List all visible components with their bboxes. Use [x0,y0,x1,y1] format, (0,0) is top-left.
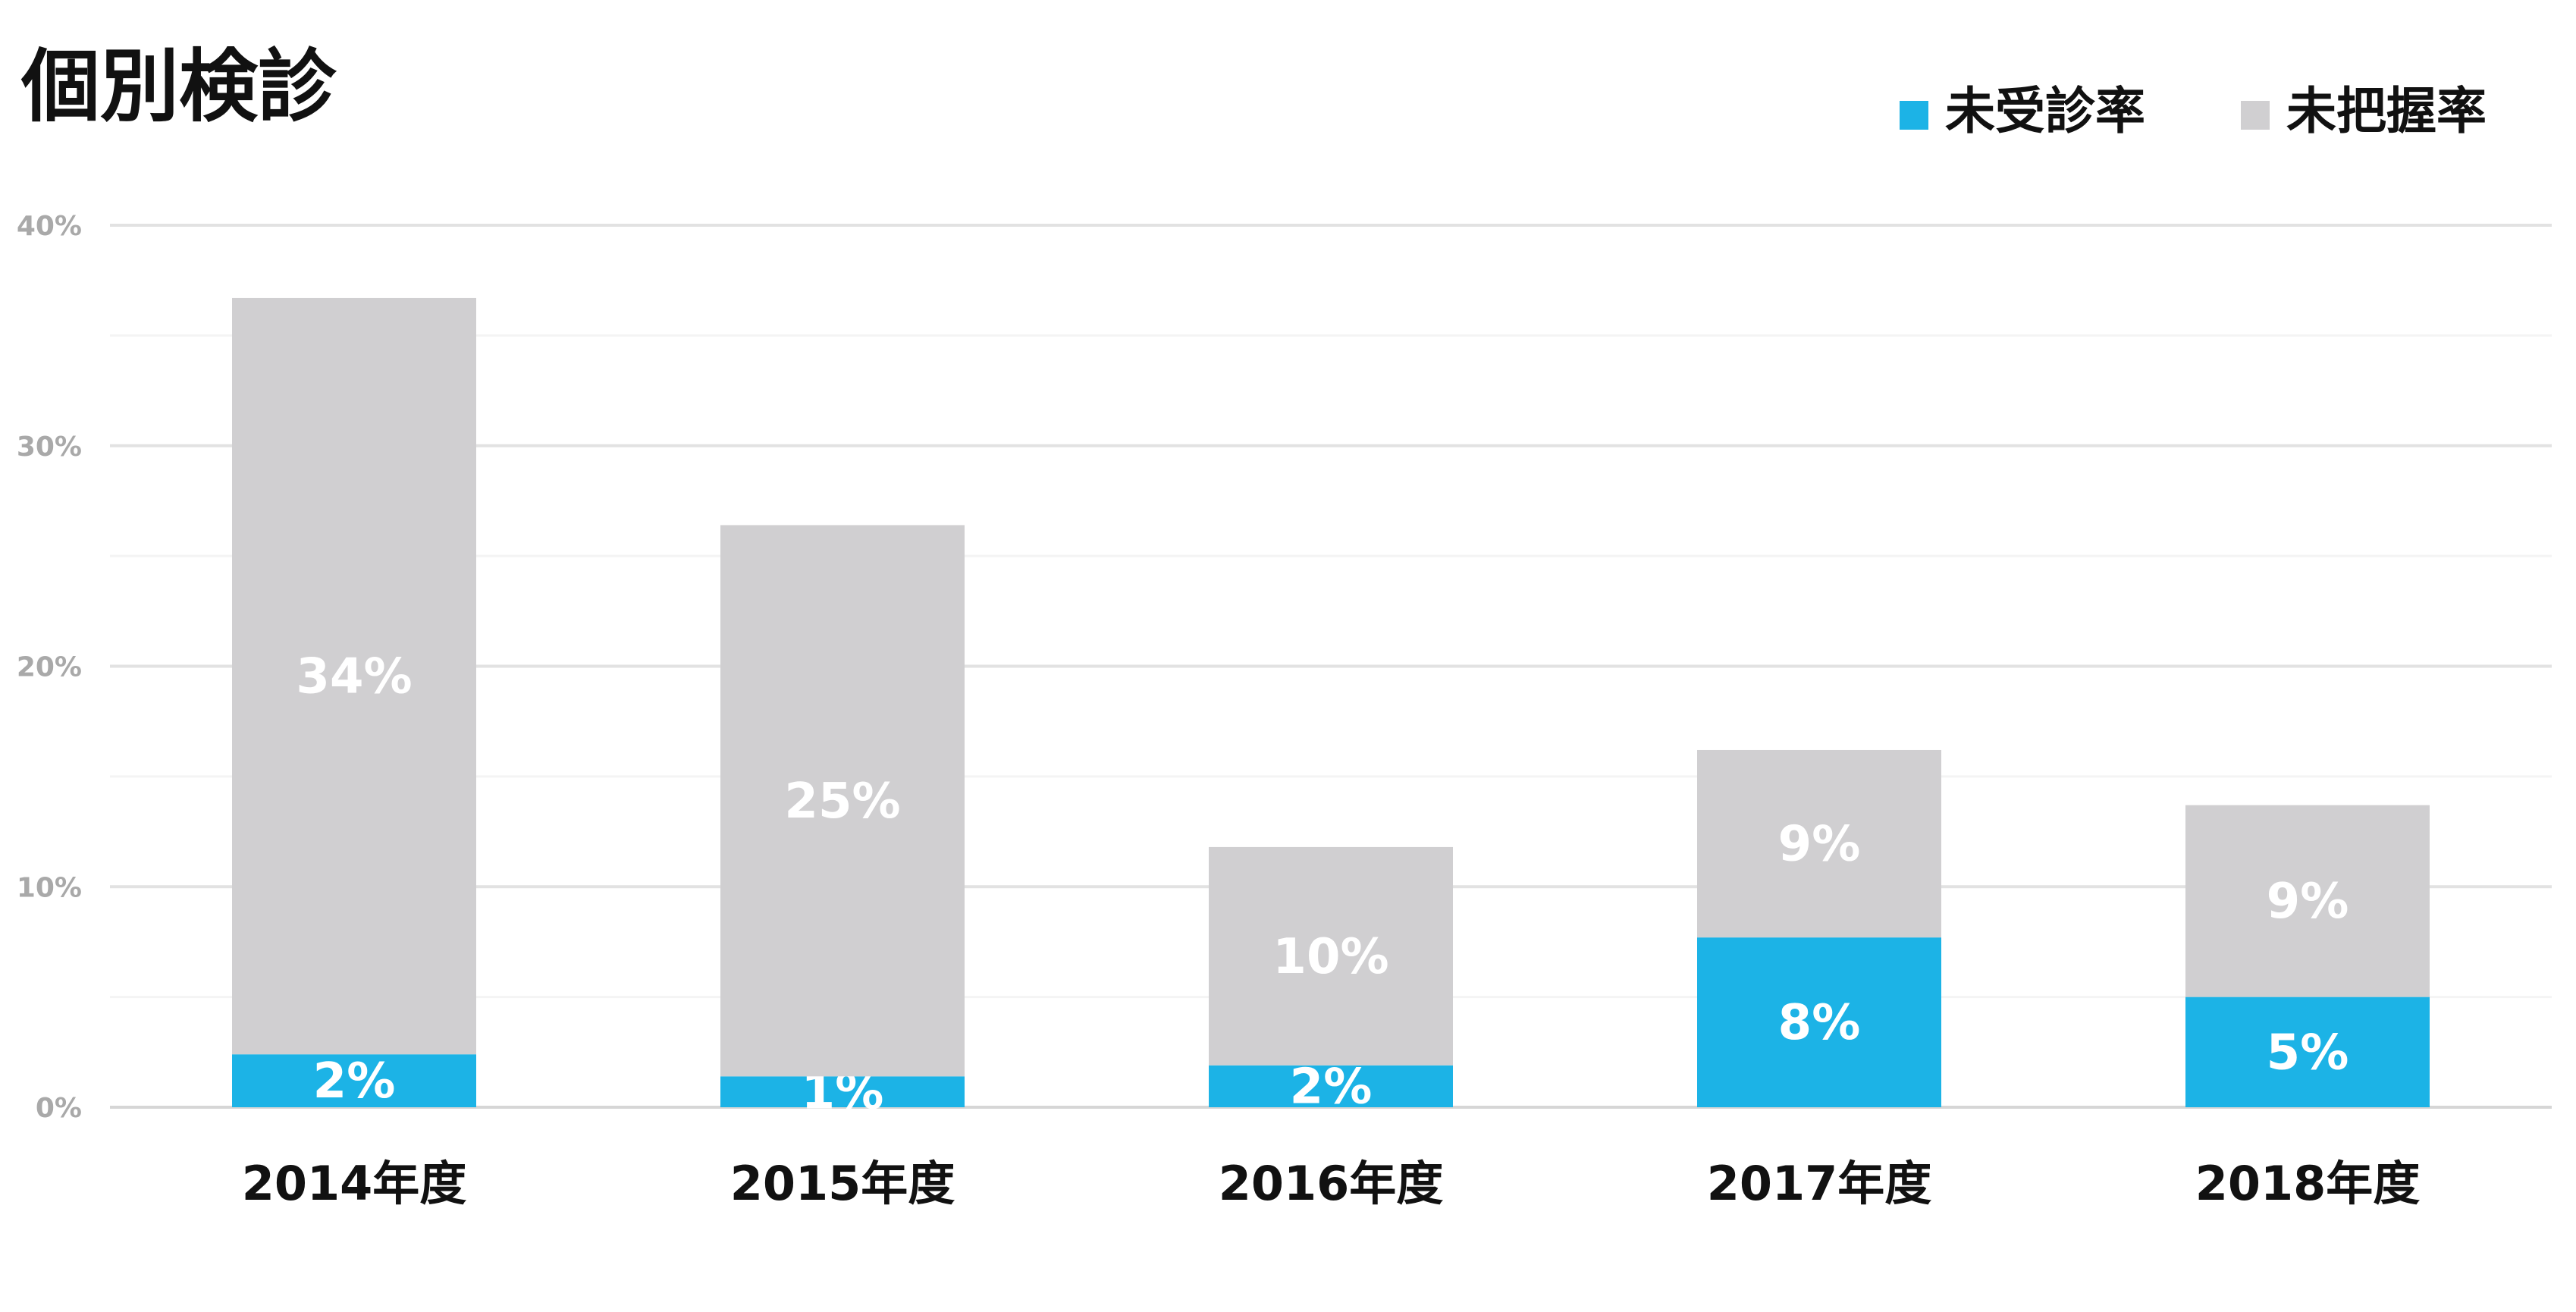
bar-segment-unknown [1209,846,1453,1066]
x-tick-label: 2017年度 [1707,1156,1932,1211]
x-tick-label: 2015年度 [730,1156,955,1211]
bar-segment-uncheck [232,1054,476,1107]
bars: 2%34%1%25%2%10%8%9%5%9% [232,297,2430,1121]
y-tick-label: 20% [17,652,82,683]
chart-title: 個別検診 [20,40,337,133]
bar-segment-uncheck [720,1076,965,1107]
data-label: 25% [784,774,900,830]
y-axis: 0% 10% 20% 30% 40% [17,211,82,1124]
bar-segment-unknown [2185,805,2430,997]
data-label: 2% [1290,1059,1373,1115]
y-tick-label: 30% [17,432,82,463]
bar-segment-unknown [1697,749,1941,938]
data-label: 9% [2267,874,2349,930]
data-label: 2% [313,1053,396,1110]
data-label: 9% [1778,817,1861,873]
x-axis: 2014年度 2015年度 2016年度 2017年度 2018年度 [242,1156,2421,1211]
data-label: 10% [1272,929,1388,985]
bar-segment-uncheck [1697,937,1941,1107]
data-label: 5% [2267,1025,2349,1081]
bar-segment-uncheck [2185,997,2430,1107]
data-label: 8% [1778,995,1861,1051]
x-tick-label: 2016年度 [1219,1156,1444,1211]
data-label: 34% [296,649,412,705]
legend-swatch-unknown [2241,101,2270,130]
x-tick-label: 2018年度 [2195,1156,2421,1211]
y-tick-label: 0% [36,1093,82,1124]
legend: 未受診率 未把握率 [1900,82,2487,140]
x-tick-label: 2014年度 [242,1156,467,1211]
bar-segment-unknown [232,297,476,1055]
bar-segment-uncheck [1209,1065,1453,1107]
legend-swatch-uncheck [1900,101,1928,130]
y-tick-label: 10% [17,872,82,903]
legend-label-uncheck: 未受診率 [1945,82,2145,140]
legend-label-unknown: 未把握率 [2286,82,2487,140]
y-tick-label: 40% [17,211,82,242]
bar-segment-unknown [720,525,965,1077]
